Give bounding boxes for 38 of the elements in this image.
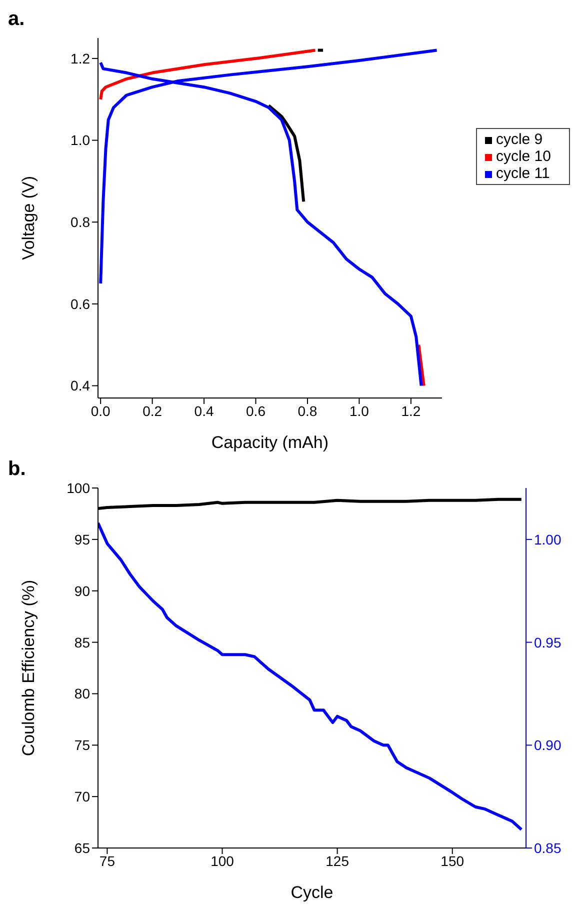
legend-label: cycle 10 [496, 148, 551, 165]
x-tick-label: 0.6 [246, 402, 266, 419]
y-tick-label: 0.4 [70, 378, 90, 394]
y-axis-title: Coulomb Efficiency (%) [19, 580, 38, 756]
x-tick-label: 1.0 [349, 402, 370, 419]
y-tick-label: 1.2 [70, 50, 90, 66]
x-tick-label: 150 [440, 852, 464, 869]
y2-tick-label: 1.00 [534, 531, 562, 548]
chart-title: a. [8, 8, 25, 31]
x-tick-label: 0.8 [298, 402, 318, 419]
y-axis-title: Voltage (V) [19, 176, 38, 260]
x-axis-title: Capacity (mAh) [211, 433, 329, 452]
legend-label: cycle 11 [496, 165, 550, 182]
x-tick-label: 75 [99, 852, 116, 869]
y-tick-label: 85 [74, 634, 90, 650]
y-tick-label: 90 [74, 582, 90, 599]
y-tick-label: 70 [74, 788, 90, 805]
x-axis-title: Cycle [290, 883, 334, 902]
chart-title: b. [8, 458, 26, 481]
x-tick-label: 100 [210, 852, 234, 869]
x-tick-label: 0.0 [90, 402, 111, 419]
x-tick-label: 0.4 [194, 402, 214, 419]
y-tick-label: 0.8 [70, 214, 90, 230]
x-tick-label: 0.2 [142, 402, 162, 419]
y-tick-label: 75 [74, 737, 90, 754]
y2-tick-label: 0.95 [534, 634, 562, 650]
y-tick-label: 0.6 [70, 296, 90, 312]
y-tick-label: 1.0 [70, 132, 90, 148]
x-tick-label: 1.2 [401, 402, 421, 419]
x-tick-label: 125 [326, 852, 350, 869]
legend-label: cycle 9 [496, 131, 543, 148]
y2-tick-label: 0.85 [534, 840, 562, 856]
y-tick-label: 95 [74, 531, 90, 548]
y-tick-label: 80 [74, 686, 90, 702]
y2-tick-label: 0.90 [534, 737, 562, 754]
y-tick-label: 65 [74, 840, 90, 856]
line-series [98, 521, 523, 831]
y-tick-label: 100 [66, 480, 90, 496]
